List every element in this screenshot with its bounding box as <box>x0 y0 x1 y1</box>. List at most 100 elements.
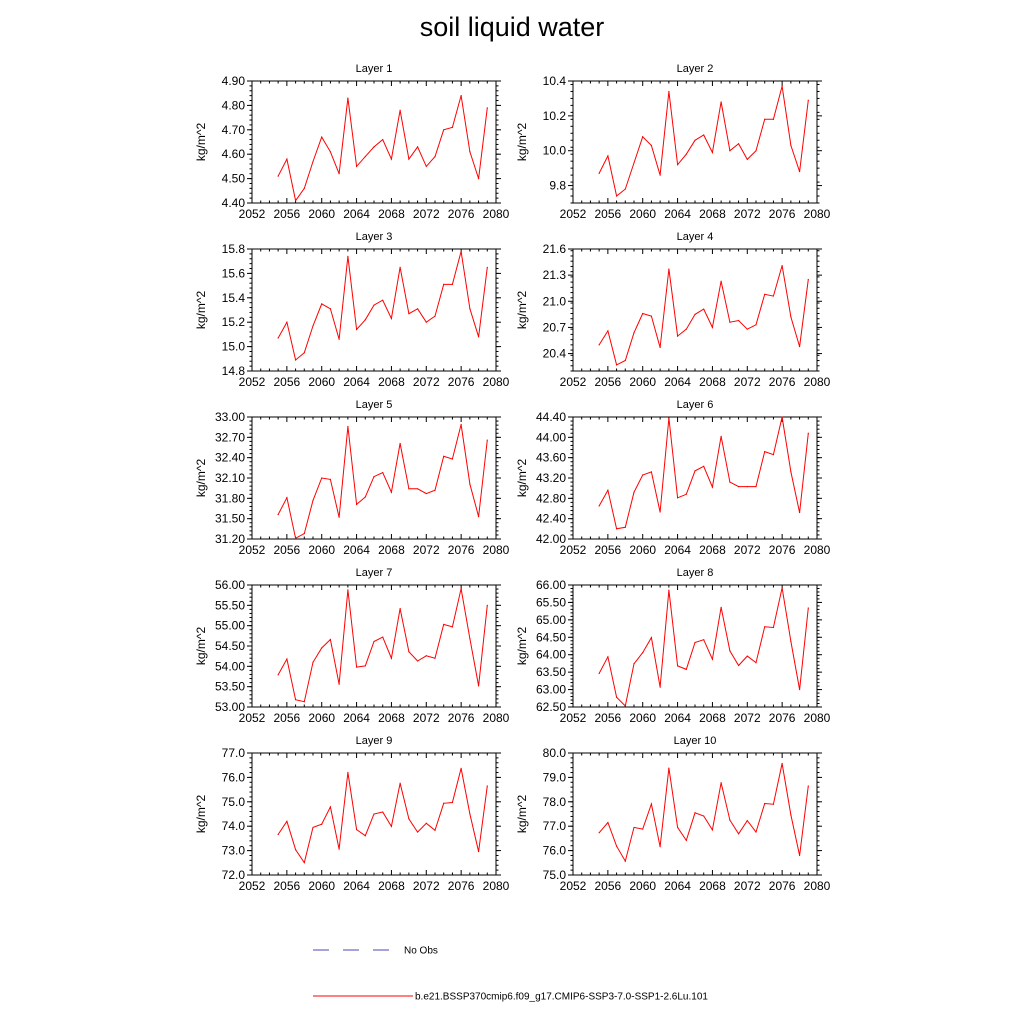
y-axis-label: kg/m^2 <box>515 459 529 498</box>
data-point <box>312 160 314 163</box>
data-point <box>650 803 653 805</box>
x-tick-label: 2076 <box>769 543 796 557</box>
y-tick-label: 65.00 <box>536 613 566 627</box>
x-tick-label: 2064 <box>343 543 370 557</box>
data-point <box>294 699 297 701</box>
figure-title: soil liquid water <box>419 12 605 42</box>
data-point <box>607 821 609 824</box>
data-point <box>737 833 740 835</box>
data-point <box>355 666 358 668</box>
x-tick-label: 2076 <box>769 711 796 725</box>
data-point <box>443 623 445 626</box>
y-axis-label: kg/m^2 <box>194 795 208 834</box>
data-point <box>321 647 323 649</box>
data-point <box>746 486 748 488</box>
data-point <box>650 144 653 147</box>
x-tick-label: 2076 <box>769 207 796 221</box>
data-point <box>676 335 679 337</box>
data-point <box>286 497 288 499</box>
data-point <box>294 849 297 851</box>
x-tick-label: 2068 <box>378 711 405 725</box>
y-tick-label: 31.50 <box>215 512 245 526</box>
data-point <box>737 319 740 322</box>
x-tick-label: 2068 <box>378 879 405 893</box>
data-point <box>737 143 740 145</box>
data-point <box>746 328 748 330</box>
data-point <box>633 491 635 493</box>
data-point <box>294 199 297 202</box>
data-point <box>390 158 393 160</box>
data-point <box>312 499 314 501</box>
data-point <box>408 488 410 490</box>
data-point <box>729 819 731 821</box>
data-point <box>598 832 600 834</box>
data-point <box>303 861 305 864</box>
data-point <box>694 313 696 315</box>
data-point <box>460 588 462 590</box>
y-tick-label: 63.50 <box>536 665 566 679</box>
data-point <box>711 486 714 488</box>
x-tick-label: 2060 <box>308 543 335 557</box>
x-tick-label: 2056 <box>595 207 622 221</box>
data-point <box>615 364 618 366</box>
data-point <box>347 425 349 428</box>
plot-frame <box>251 416 497 540</box>
data-point <box>807 432 809 434</box>
data-point <box>451 126 454 128</box>
panel-layer-9: Layer 9 2052 2056 2060 2064 2068 2072 2076 2080 7… <box>194 735 510 893</box>
panel-layer-4: Layer 4 2052 2056 2060 2064 2068 2072 2076 2080 2… <box>515 231 831 389</box>
data-point <box>642 312 644 315</box>
panel-layer-3: Layer 3 2052 2056 2060 2064 2068 2072 2076 2080 1… <box>194 231 510 389</box>
series-line <box>277 588 488 703</box>
data-point <box>373 476 375 478</box>
data-point <box>720 782 722 784</box>
y-tick-label: 32.10 <box>215 471 245 485</box>
y-tick-label: 15.8 <box>222 242 246 256</box>
data-point <box>477 685 480 687</box>
series-line <box>598 265 809 366</box>
data-point <box>294 537 297 539</box>
y-axis-label: kg/m^2 <box>515 795 529 834</box>
x-tick-label: 2052 <box>560 375 587 389</box>
x-tick-label: 2076 <box>769 879 796 893</box>
y-tick-label: 4.90 <box>222 74 246 88</box>
data-point <box>598 672 600 675</box>
plot-frame <box>251 248 497 372</box>
y-tick-label: 65.50 <box>536 595 566 609</box>
data-point <box>460 423 462 426</box>
y-tick-label: 75.0 <box>543 868 567 882</box>
panel-title: Layer 2 <box>677 63 714 75</box>
y-tick-label: 9.8 <box>549 179 566 193</box>
x-tick-label: 2080 <box>804 879 831 893</box>
data-point <box>764 626 766 628</box>
data-point <box>798 346 801 348</box>
data-point <box>659 346 661 349</box>
x-tick-label: 2080 <box>483 711 510 725</box>
x-tick-label: 2080 <box>483 207 510 221</box>
x-tick-label: 2064 <box>664 711 691 725</box>
data-point <box>364 835 366 837</box>
data-point <box>355 328 358 331</box>
x-tick-label: 2076 <box>448 207 475 221</box>
data-point <box>772 803 775 805</box>
data-point <box>720 280 722 282</box>
data-point <box>434 657 436 659</box>
y-tick-label: 53.00 <box>215 700 245 714</box>
y-tick-label: 4.40 <box>222 196 246 210</box>
x-tick-label: 2072 <box>413 375 440 389</box>
panel-title: Layer 8 <box>677 567 714 579</box>
data-point <box>598 172 600 174</box>
y-tick-label: 4.80 <box>222 98 246 112</box>
x-tick-label: 2080 <box>804 543 831 557</box>
panel-layer-8: Layer 8 2052 2056 2060 2064 2068 2072 2076 2080 6… <box>515 567 831 725</box>
x-tick-label: 2052 <box>560 879 587 893</box>
data-point <box>694 139 696 141</box>
data-point <box>650 471 653 473</box>
data-point <box>711 829 714 831</box>
x-tick-label: 2060 <box>308 207 335 221</box>
data-point <box>615 195 618 197</box>
data-point <box>607 330 609 332</box>
data-point <box>624 860 626 862</box>
data-point <box>373 813 375 815</box>
